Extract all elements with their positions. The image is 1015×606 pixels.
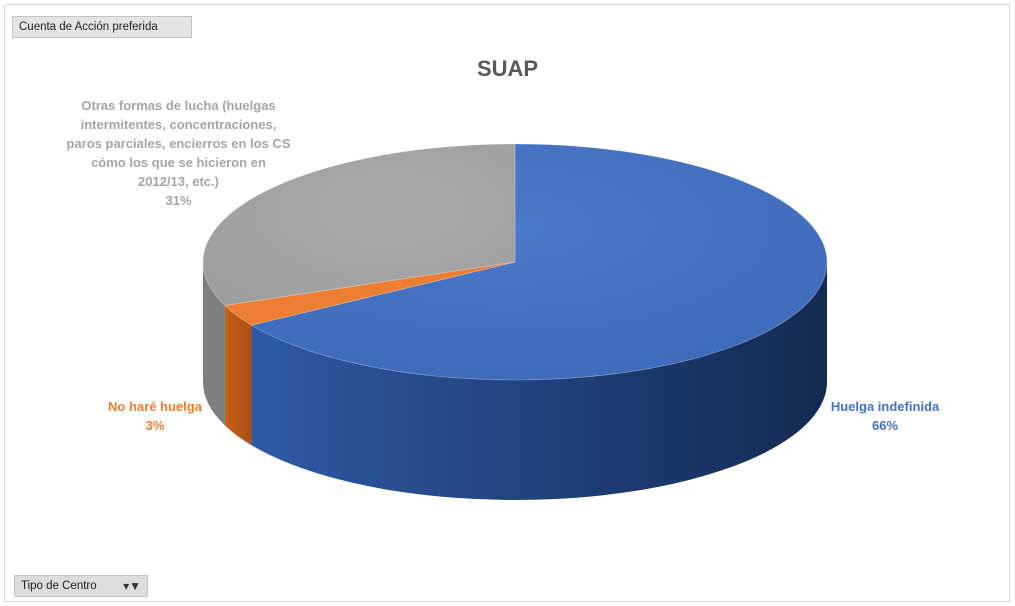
axis-field-label: Tipo de Centro: [21, 580, 97, 592]
pie-side-no-huelga: [224, 305, 252, 446]
value-field-button[interactable]: Cuenta de Acción preferida: [12, 16, 192, 38]
slice-label-huelga-indefinida-name: Huelga indefinida: [830, 399, 940, 414]
pie-side-huelga-indefinida: [251, 262, 827, 501]
pie-sides: [203, 262, 827, 501]
chart-title: SUAP: [476, 56, 539, 81]
pie-tops: [202, 143, 828, 381]
pie-slice-no-huelga: [224, 261, 516, 326]
slice-label-no-huelga: No haré huelga 3%: [80, 397, 230, 435]
slice-label-no-huelga-percent: 3%: [145, 418, 165, 433]
pie-side-otras: [203, 262, 225, 426]
slice-label-otras: Otras formas de lucha (huelgas intermite…: [66, 96, 291, 210]
slice-label-otras-name: Otras formas de lucha (huelgas intermite…: [66, 98, 291, 189]
value-field-label: Cuenta de Acción preferida: [19, 21, 158, 33]
slice-label-huelga-indefinida-percent: 66%: [871, 418, 899, 433]
pie-slice-huelga-indefinida: [250, 143, 828, 381]
slice-label-otras-percent: 31%: [165, 193, 192, 208]
slice-label-no-huelga-name: No haré huelga: [108, 399, 202, 414]
slice-label-huelga-indefinida: Huelga indefinida 66%: [805, 397, 965, 435]
axis-field-button[interactable]: Tipo de Centro ▾▼: [14, 575, 148, 597]
pie-slice-otras: [202, 143, 516, 306]
filter-icon[interactable]: ▾▼: [123, 579, 141, 593]
